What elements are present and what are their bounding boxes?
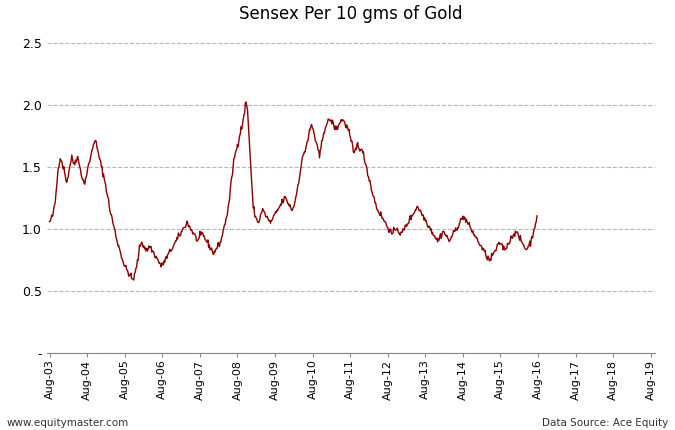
- Title: Sensex Per 10 gms of Gold: Sensex Per 10 gms of Gold: [239, 5, 463, 23]
- Text: Data Source: Ace Equity: Data Source: Ace Equity: [542, 418, 668, 428]
- Text: www.equitymaster.com: www.equitymaster.com: [7, 418, 129, 428]
